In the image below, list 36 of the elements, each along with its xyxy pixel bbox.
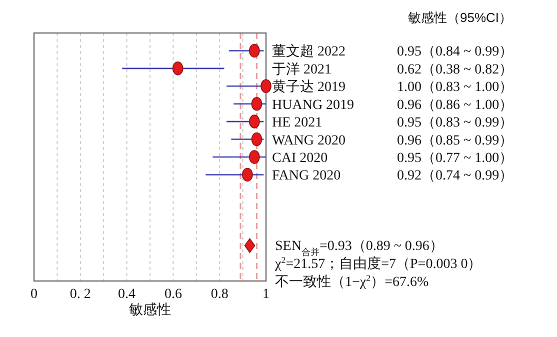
point [242, 168, 253, 182]
y-tick-label: 于洋 2021 [272, 61, 332, 78]
data-label: 0.92（0.74 ~ 0.99） [397, 168, 514, 184]
data-label: 1.00（0.83 ~ 1.00） [397, 80, 514, 96]
point [244, 238, 256, 253]
text: 敏感性（95%CI） [408, 10, 512, 25]
data-label: 0.96（0.85 ~ 0.99） [397, 133, 514, 148]
point [251, 132, 262, 146]
x-tick-label: 0.4 [118, 287, 136, 302]
point [249, 44, 260, 58]
y-tick-label: HUANG 2019 [272, 98, 354, 113]
point [249, 150, 260, 164]
point [249, 114, 260, 128]
data-label: 0.62（0.38 ~ 0.82） [397, 62, 514, 78]
x-tick-label: 0. 2 [70, 287, 91, 302]
text: χ$^{2}$=21.57；自由度=7（P=0.003 0） [274, 255, 482, 272]
x-tick-label: 0.6 [164, 287, 182, 302]
y-tick-label: CAI 2020 [272, 151, 328, 166]
data-label: 0.95（0.77 ~ 1.00） [397, 151, 514, 166]
y-tick-label: 董文超 2022 [272, 44, 346, 60]
x-tick-label: 0 [30, 287, 38, 302]
data-label: 0.95（0.84 ~ 0.99） [397, 44, 514, 60]
y-tick-label: HE 2021 [272, 116, 322, 131]
y-tick-label: 黄子达 2019 [272, 79, 346, 96]
point [172, 62, 184, 76]
y-tick-label: WANG 2020 [272, 133, 346, 148]
x-tick-label: 1 [262, 287, 270, 302]
text: 不一致性（1−χ$^{2}$）=67.6% [275, 273, 430, 290]
point [251, 96, 262, 111]
x-axis-title: 敏感性 [129, 301, 171, 317]
data-label: 0.96（0.86 ~ 1.00） [397, 98, 514, 113]
y-tick-label: FANG 2020 [272, 168, 341, 184]
data-label: 0.95（0.83 ~ 0.99） [397, 116, 514, 131]
point [260, 79, 272, 94]
x-tick-label: 0.8 [210, 287, 228, 302]
text: SEN$_{合并}$=0.93（0.89 ~ 0.96） [275, 239, 444, 257]
